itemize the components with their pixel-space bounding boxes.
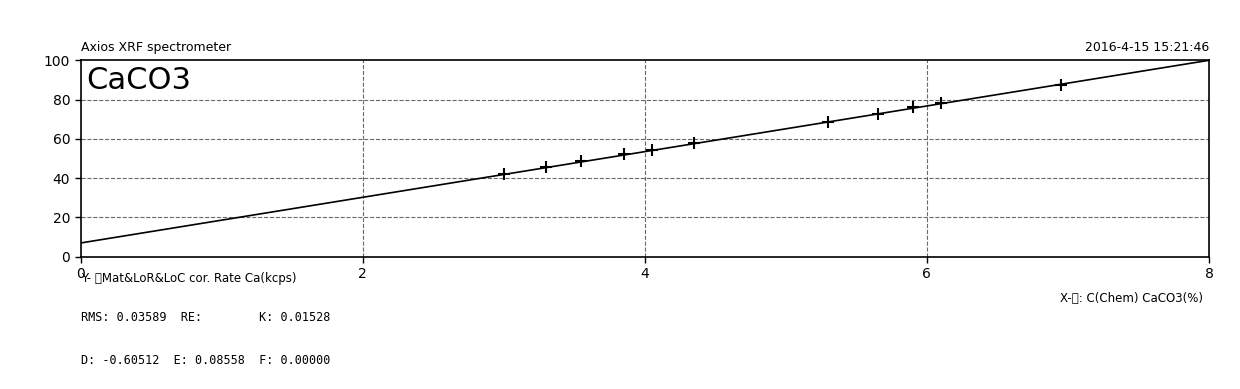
Text: D: -0.60512  E: 0.08558  F: 0.00000: D: -0.60512 E: 0.08558 F: 0.00000 — [81, 354, 330, 367]
Text: X-轴: C(Chem) CaCO3(%): X-轴: C(Chem) CaCO3(%) — [1060, 292, 1203, 305]
Text: RMS: 0.03589  RE:        K: 0.01528: RMS: 0.03589 RE: K: 0.01528 — [81, 311, 330, 324]
Text: Y- 轴Mat&LoR&LoC cor. Rate Ca(kcps): Y- 轴Mat&LoR&LoC cor. Rate Ca(kcps) — [81, 272, 296, 285]
Text: CaCO3: CaCO3 — [87, 66, 191, 95]
Text: 2016-4-15 15:21:46: 2016-4-15 15:21:46 — [1085, 41, 1209, 54]
Text: Axios XRF spectrometer: Axios XRF spectrometer — [81, 41, 231, 54]
